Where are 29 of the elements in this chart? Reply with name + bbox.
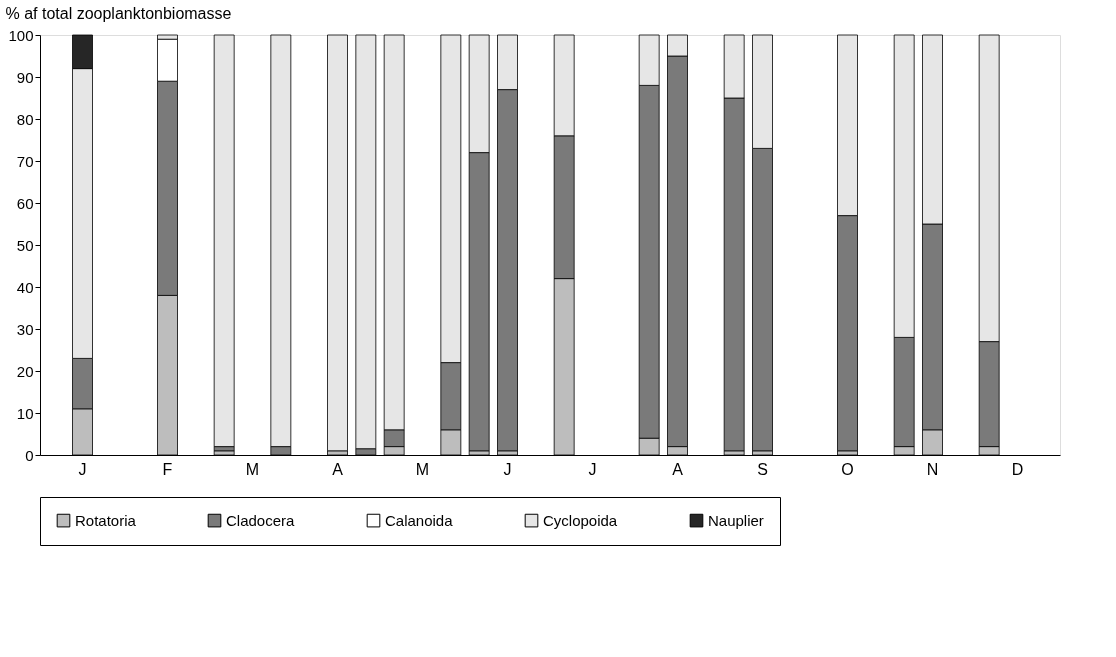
- y-axis-title: % af total zooplanktonbiomasse: [5, 4, 232, 22]
- x-tick-label: N: [926, 460, 939, 478]
- legend-label: Nauplier: [708, 511, 764, 529]
- x-tick-label: M: [415, 460, 430, 478]
- y-tick-label: 80: [16, 110, 34, 128]
- x-tick-label: D: [1011, 460, 1024, 478]
- y-tick-label: 20: [16, 362, 34, 380]
- y-tick-label: 70: [16, 152, 34, 170]
- x-tick-label: M: [245, 460, 260, 478]
- x-tick-label: S: [757, 460, 768, 478]
- x-tick-label: O: [841, 460, 854, 478]
- x-tick-label: F: [162, 460, 173, 478]
- x-tick-label: A: [672, 460, 684, 478]
- y-tick-label: 10: [16, 404, 34, 422]
- y-tick-label: 30: [16, 320, 34, 338]
- y-tick-label: 100: [8, 26, 34, 44]
- legend-label: Cladocera: [226, 511, 296, 529]
- legend-label: Rotatoria: [75, 511, 137, 529]
- x-tick-label: J: [588, 460, 597, 478]
- y-tick-label: 50: [16, 236, 34, 254]
- legend-label: Calanoida: [385, 511, 454, 529]
- y-tick-label: 40: [16, 278, 34, 296]
- y-tick-label: 60: [16, 194, 34, 212]
- x-tick-label: J: [503, 460, 512, 478]
- x-tick-label: J: [78, 460, 87, 478]
- x-tick-label: A: [332, 460, 344, 478]
- legend-label: Cyclopoida: [543, 511, 618, 529]
- y-tick-label: 90: [16, 68, 34, 86]
- y-tick-label: 0: [25, 446, 34, 464]
